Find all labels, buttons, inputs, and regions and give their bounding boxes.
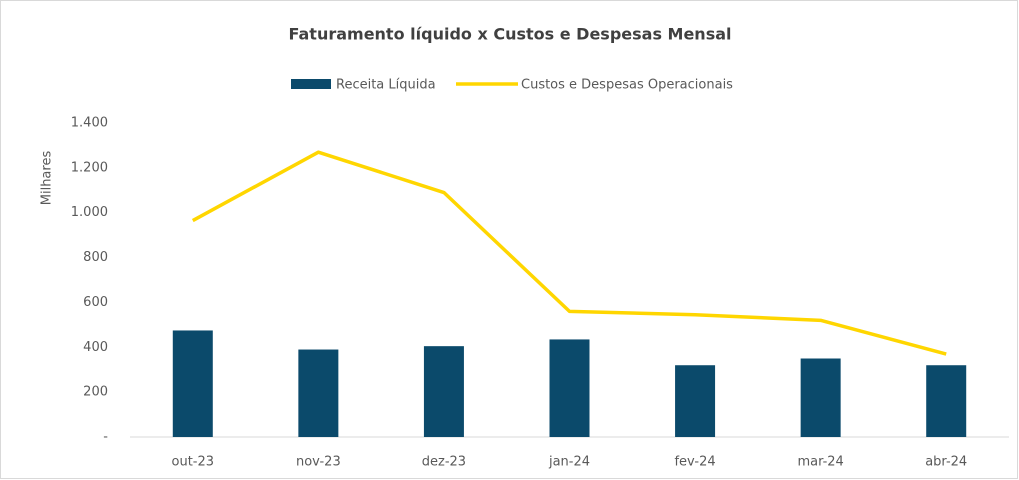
x-tick-label: mar-24 — [797, 455, 843, 470]
bar — [549, 339, 590, 437]
y-tick-label: - — [103, 430, 108, 445]
y-tick-label: 600 — [83, 295, 108, 310]
bar — [800, 358, 841, 437]
y-tick-label: 1.000 — [71, 205, 108, 220]
y-tick-label: 400 — [83, 340, 108, 355]
x-tick-label: out-23 — [172, 455, 215, 470]
legend-swatch — [291, 79, 331, 89]
bar — [675, 365, 716, 437]
legend-label: Custos e Despesas Operacionais — [521, 78, 733, 93]
bar — [423, 346, 464, 437]
chart-title: Faturamento líquido x Custos e Despesas … — [289, 25, 732, 44]
x-tick-label: abr-24 — [925, 455, 967, 470]
bar — [298, 349, 339, 437]
bar — [172, 330, 213, 437]
y-tick-label: 1.400 — [71, 116, 108, 131]
x-tick-label: jan-24 — [548, 455, 590, 470]
y-tick-label: 200 — [83, 385, 108, 400]
line — [191, 150, 947, 356]
x-tick-label: fev-24 — [674, 455, 715, 470]
bar — [926, 365, 967, 437]
legend-label: Receita Líquida — [336, 78, 436, 93]
x-tick-label: dez-23 — [422, 455, 466, 470]
y-axis-label: Milhares — [40, 151, 55, 206]
y-tick-label: 800 — [83, 250, 108, 265]
y-tick-label: 1.200 — [71, 160, 108, 175]
x-tick-label: nov-23 — [296, 455, 341, 470]
